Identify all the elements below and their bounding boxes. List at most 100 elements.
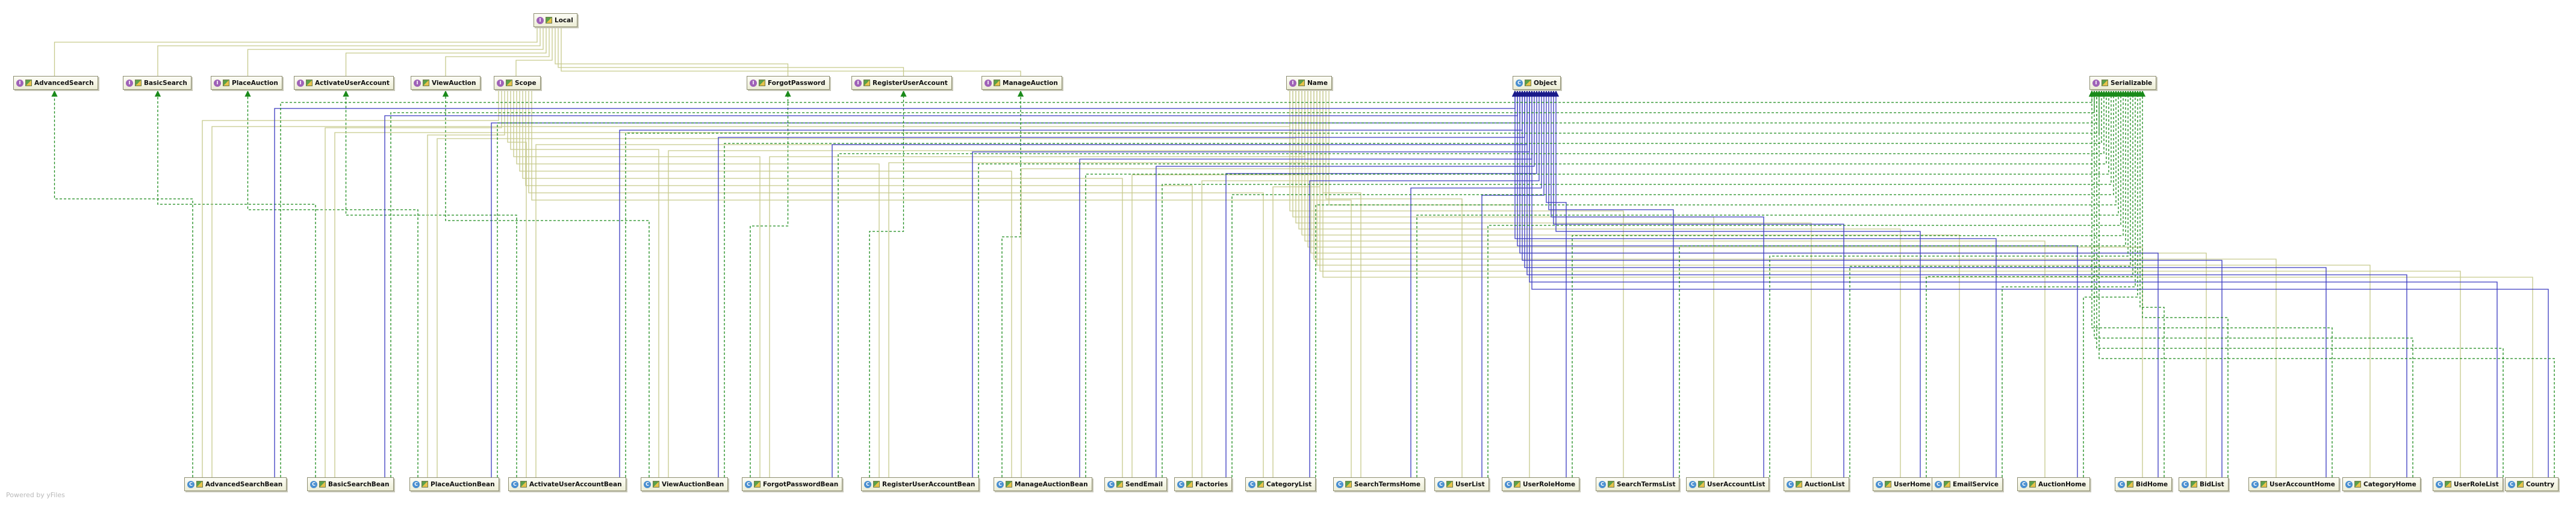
node-label: RegisterUserAccountBean <box>882 480 975 488</box>
edge-object-UserAccountList <box>1548 90 1764 477</box>
edge-serializable-PlaceAuctionBean <box>497 90 2100 477</box>
edge-object-ForgotPasswordBean <box>832 90 1531 477</box>
edge-serializable-AdvancedSearchBean <box>280 90 2095 477</box>
edge-object-SendEmail <box>1156 90 1538 477</box>
node-bid-list[interactable]: C BidList <box>2179 477 2229 491</box>
node-forgot-password-bean[interactable]: C ForgotPasswordBean <box>742 477 843 491</box>
edge-local-ManageAuction <box>561 27 1021 76</box>
node-manage-auction-bean[interactable]: C ManageAuctionBean <box>994 477 1092 491</box>
public-visibility-icon <box>1796 481 1802 488</box>
node-basic-search[interactable]: I BasicSearch <box>123 76 191 90</box>
public-visibility-icon <box>1525 80 1531 86</box>
edge-local-RegisterUserAccount <box>558 27 904 76</box>
public-visibility-icon <box>2260 481 2267 488</box>
node-label: BasicSearchBean <box>328 480 390 488</box>
edge-serializable-BidList <box>2139 90 2229 477</box>
edge-object-BidHome <box>1516 90 2159 477</box>
public-visibility-icon <box>1257 481 1264 488</box>
public-visibility-icon <box>520 481 527 488</box>
public-visibility-icon <box>994 80 1000 86</box>
node-search-terms-list[interactable]: C SearchTermsList <box>1596 477 1680 491</box>
node-register-user-account[interactable]: I RegisterUserAccount <box>851 76 952 90</box>
public-visibility-icon <box>1446 481 1453 488</box>
node-label: SearchTermsList <box>1617 480 1676 488</box>
class-icon: C <box>997 480 1004 488</box>
node-activate-user-account-bean[interactable]: C ActivateUserAccountBean <box>508 477 626 491</box>
node-activate-user-account[interactable]: I ActivateUserAccount <box>294 76 394 90</box>
edge-scope-Factories <box>525 90 1193 477</box>
node-name[interactable]: I Name <box>1286 76 1332 90</box>
node-label: Country <box>2526 480 2554 488</box>
node-user-account-home[interactable]: C UserAccountHome <box>2248 477 2339 491</box>
public-visibility-icon <box>754 481 761 488</box>
node-object[interactable]: C Object <box>1513 76 1561 90</box>
interface-icon: I <box>497 79 504 87</box>
node-advanced-search[interactable]: I AdvancedSearch <box>13 76 98 90</box>
edge-local-BasicSearch <box>157 27 541 76</box>
interface-icon: I <box>414 79 421 87</box>
node-basic-search-bean[interactable]: C BasicSearchBean <box>307 477 394 491</box>
node-category-list[interactable]: C CategoryList <box>1245 477 1316 491</box>
node-bid-home[interactable]: C BidHome <box>2115 477 2173 491</box>
edge-impl-ActivateUserAccountBean <box>343 90 517 477</box>
edge-serializable-EmailService <box>2002 90 2139 477</box>
class-icon: C <box>2251 480 2259 488</box>
node-user-list[interactable]: C UserList <box>1434 477 1489 491</box>
node-advanced-search-bean[interactable]: C AdvancedSearchBean <box>184 477 287 491</box>
edge-serializable-CategoryList <box>1315 90 2120 477</box>
edge-serializable-UserRoleList <box>2093 90 2504 477</box>
edge-object-Country <box>1528 90 2549 477</box>
node-user-account-list[interactable]: C UserAccountList <box>1686 477 1770 491</box>
node-label: ViewAuctionBean <box>662 480 724 488</box>
class-icon: C <box>2508 480 2515 488</box>
node-label: Factories <box>1195 480 1228 488</box>
node-manage-auction[interactable]: I ManageAuction <box>982 76 1062 90</box>
public-visibility-icon <box>546 17 552 24</box>
node-search-terms-home[interactable]: C SearchTermsHome <box>1333 477 1425 491</box>
edge-name-EmailService <box>1301 90 1960 477</box>
public-visibility-icon <box>759 80 765 86</box>
class-icon: C <box>1516 79 1523 87</box>
edge-object-ManageAuctionBean <box>1079 90 1535 477</box>
public-visibility-icon <box>1345 481 1352 488</box>
node-label: BidHome <box>2136 480 2168 488</box>
node-view-auction[interactable]: I ViewAuction <box>411 76 481 90</box>
node-email-service[interactable]: C EmailService <box>1932 477 2003 491</box>
edge-name-UserAccountHome <box>1313 90 2277 477</box>
node-place-auction-bean[interactable]: C PlaceAuctionBean <box>409 477 499 491</box>
edge-scope-CategoryList <box>528 90 1264 477</box>
edge-name-ViewAuctionBean <box>668 90 1302 477</box>
node-label: CategoryList <box>1266 480 1312 488</box>
node-auction-home[interactable]: C AuctionHome <box>2017 477 2091 491</box>
edge-object-SearchTermsHome <box>1410 90 1545 477</box>
public-visibility-icon <box>223 80 229 86</box>
node-label: SearchTermsHome <box>1354 480 1420 488</box>
node-view-auction-bean[interactable]: C ViewAuctionBean <box>641 477 729 491</box>
node-label: ActivateUserAccountBean <box>529 480 622 488</box>
node-auction-list[interactable]: C AuctionList <box>1784 477 1849 491</box>
class-icon: C <box>1787 480 1794 488</box>
node-label: CategoryHome <box>2363 480 2416 488</box>
node-user-role-home[interactable]: C UserRoleHome <box>1502 477 1580 491</box>
edge-object-BasicSearchBean <box>384 90 1521 477</box>
node-scope[interactable]: I Scope <box>494 76 541 90</box>
edge-serializable-BasicSearchBean <box>390 90 2098 477</box>
node-category-home[interactable]: C CategoryHome <box>2342 477 2421 491</box>
node-local[interactable]: I Local <box>534 13 577 27</box>
node-register-user-account-bean[interactable]: C RegisterUserAccountBean <box>861 477 980 491</box>
node-serializable[interactable]: I Serializable <box>2089 76 2157 90</box>
node-label: UserAccountList <box>1707 480 1766 488</box>
edge-name-ActivateUserAccountBean <box>535 90 1299 477</box>
node-place-auction[interactable]: I PlaceAuction <box>211 76 282 90</box>
node-send-email[interactable]: C SendEmail <box>1104 477 1168 491</box>
node-user-home[interactable]: C UserHome <box>1873 477 1935 491</box>
node-country[interactable]: C Country <box>2505 477 2559 491</box>
class-icon: C <box>1177 480 1184 488</box>
edge-serializable-ForgotPasswordBean <box>838 90 2108 477</box>
public-visibility-icon <box>1514 481 1520 488</box>
public-visibility-icon <box>1006 481 1012 488</box>
edge-object-UserHome <box>1552 90 1921 477</box>
node-factories[interactable]: C Factories <box>1174 477 1233 491</box>
node-user-role-list[interactable]: C UserRoleList <box>2433 477 2503 491</box>
node-forgot-password[interactable]: I ForgotPassword <box>747 76 830 90</box>
